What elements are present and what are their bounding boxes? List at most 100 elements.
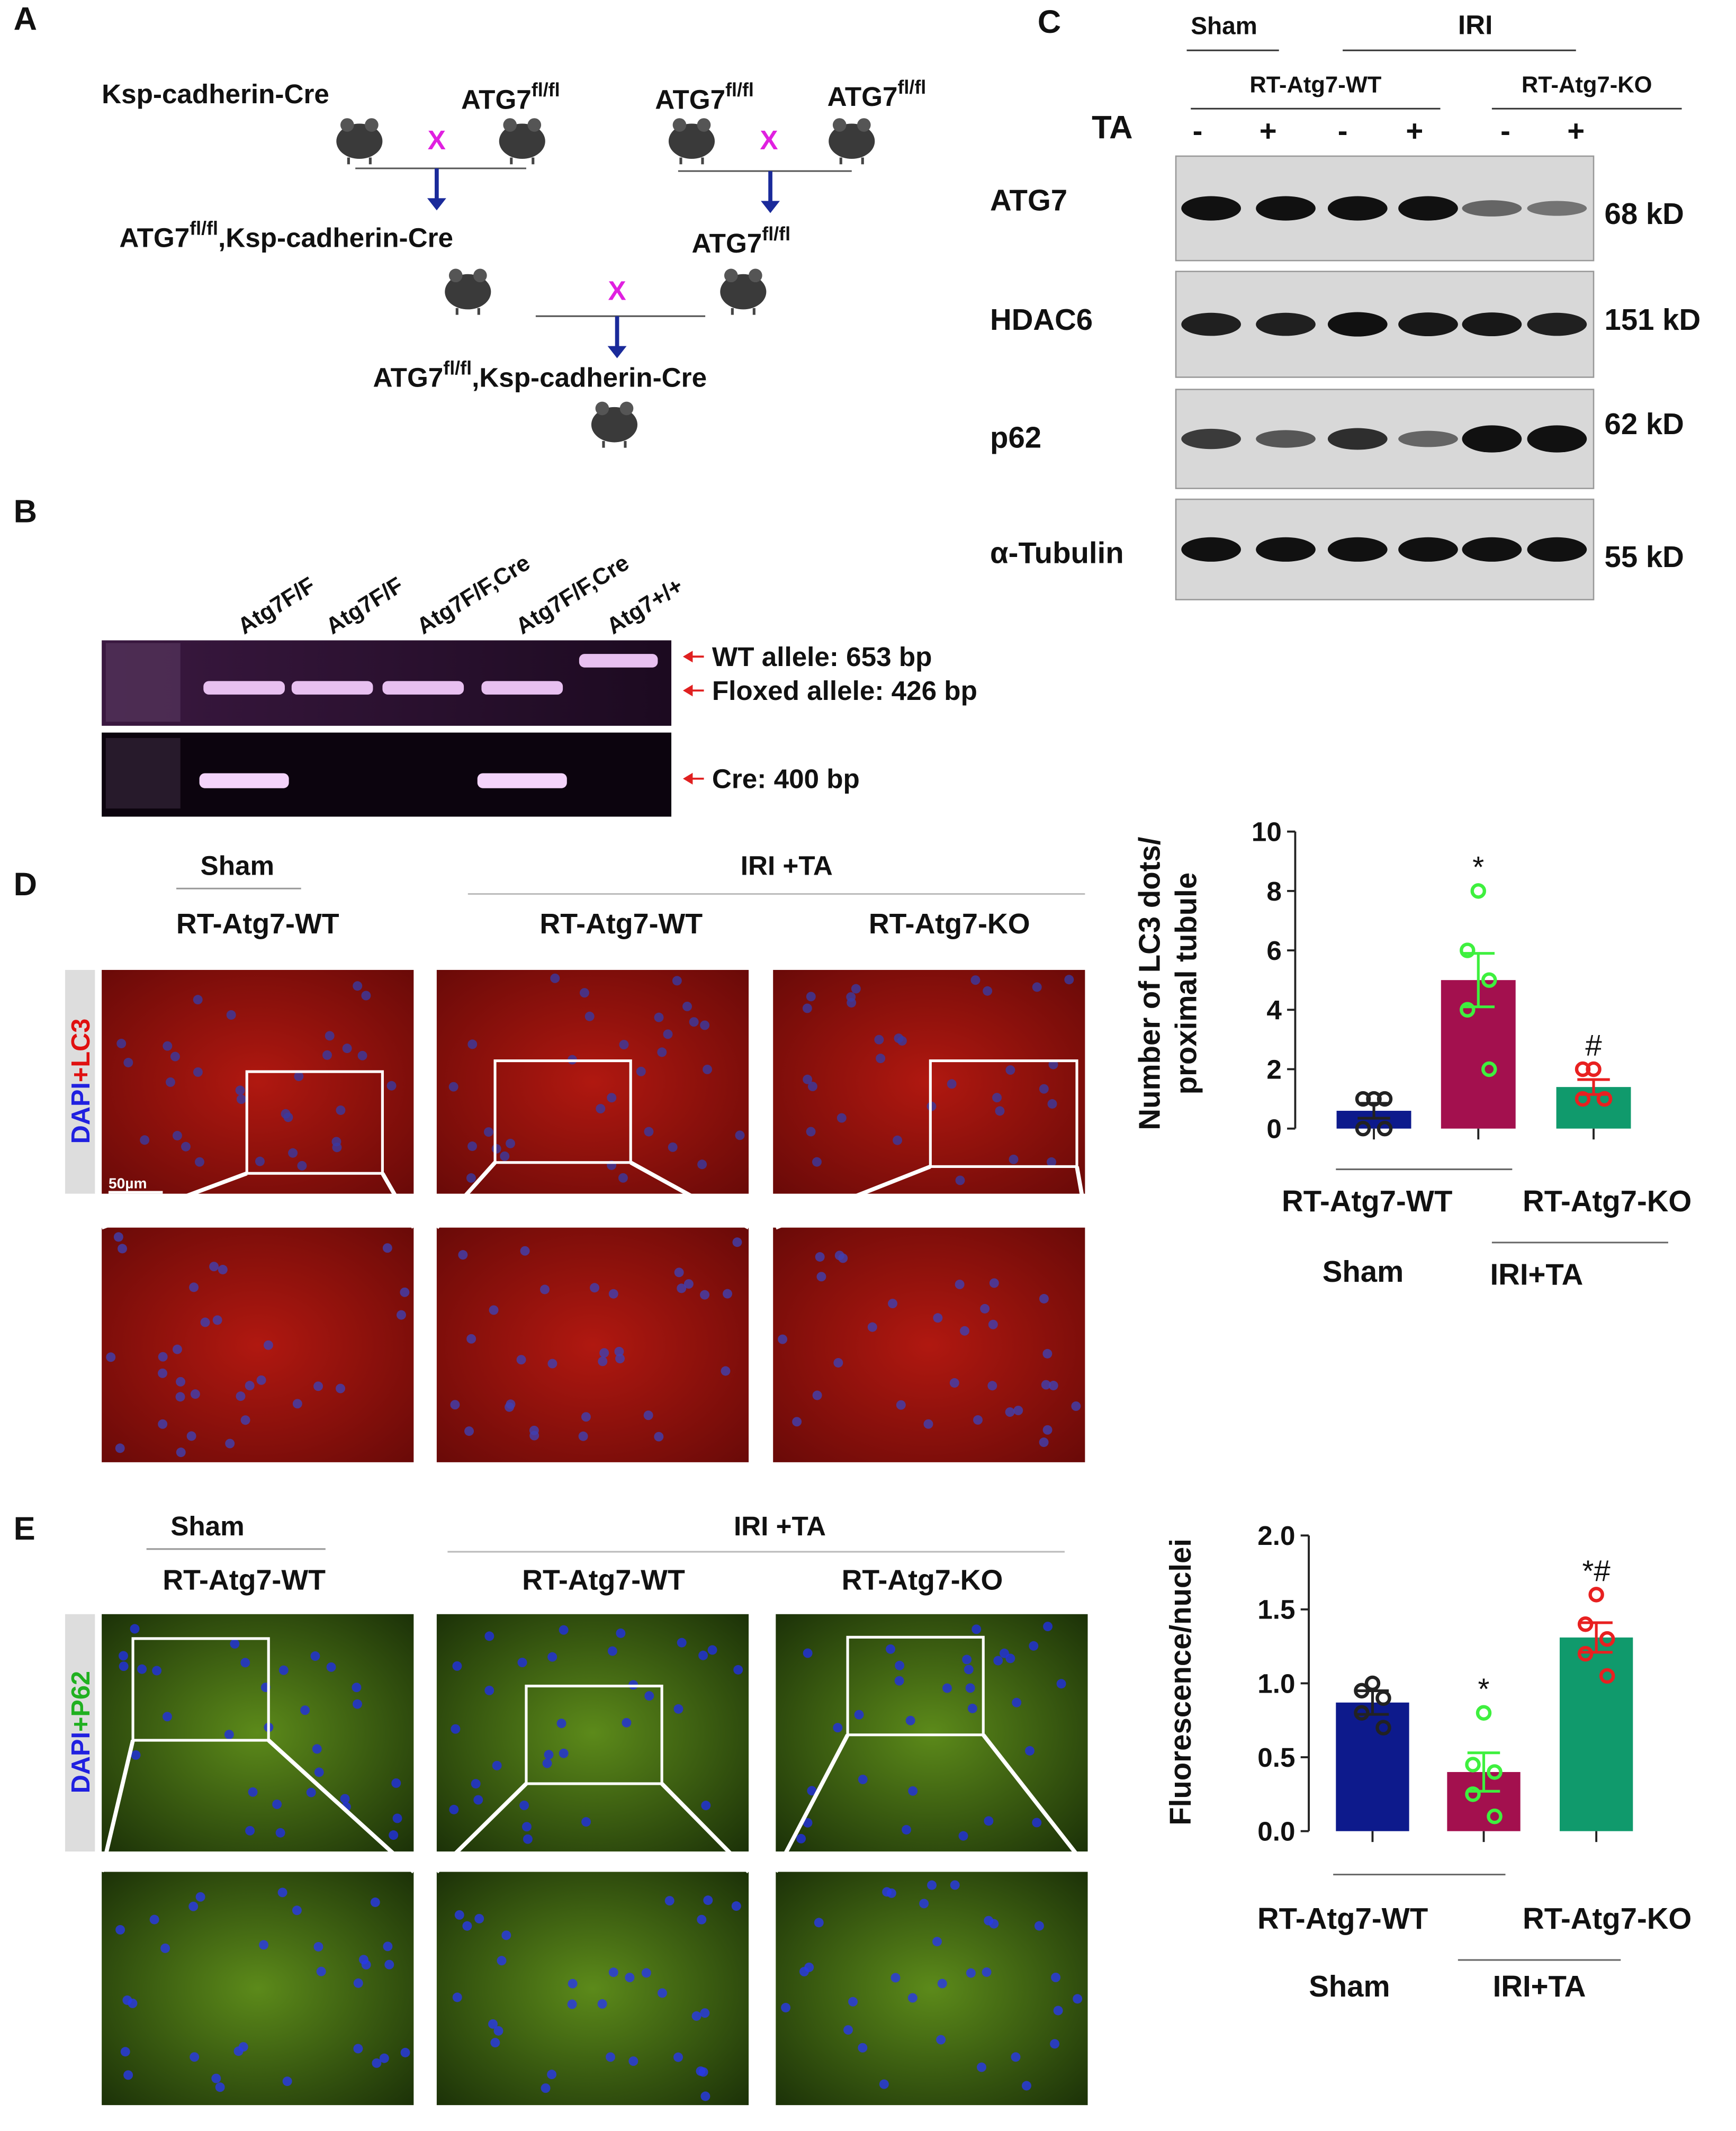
nucleus (607, 1646, 617, 1656)
nucleus (292, 1905, 302, 1916)
nucleus (803, 1074, 813, 1084)
nucleus (130, 1624, 140, 1634)
mouse-icon (668, 118, 715, 165)
zoom-line (435, 1782, 528, 1874)
nucleus (618, 1173, 628, 1183)
significance: *# (1582, 1554, 1611, 1587)
nucleus (1034, 1921, 1044, 1931)
red-arrow (682, 685, 704, 697)
nucleus (462, 1921, 472, 1931)
nucleus (316, 1966, 326, 1976)
nucleus (894, 1033, 904, 1044)
nucleus (449, 1804, 459, 1814)
stain-dapi: DAPI (67, 1082, 95, 1144)
treatment-sign: + (1567, 114, 1585, 148)
nucleus (993, 1656, 1003, 1666)
bar (1559, 1637, 1633, 1831)
cross: X (428, 125, 446, 155)
blot-band (1398, 312, 1458, 336)
label: IRI (1458, 10, 1492, 40)
nucleus (248, 1787, 258, 1797)
nucleus (616, 1628, 626, 1638)
nucleus (814, 1918, 824, 1928)
nucleus (383, 1941, 393, 1952)
nucleus (955, 1279, 965, 1289)
lane-label: Atg7F/F (233, 572, 320, 640)
nucleus (520, 1246, 530, 1256)
label: IRI +TA (734, 1511, 826, 1541)
error-bar (1462, 952, 1495, 1009)
nucleus (212, 1315, 222, 1325)
nucleus (908, 1786, 918, 1796)
nucleus (1041, 1380, 1051, 1390)
micrograph (436, 1614, 749, 1852)
nucleus (314, 1767, 324, 1777)
nucleus (283, 1112, 293, 1122)
nucleus (867, 1322, 877, 1332)
zoom-box (245, 1070, 384, 1175)
blot-band (1256, 537, 1316, 562)
nucleus (636, 1066, 646, 1076)
nucleus (172, 1131, 182, 1140)
nucleus (803, 1648, 813, 1658)
nucleus (608, 1289, 618, 1299)
nucleus (1050, 2039, 1060, 2049)
nucleus (158, 1368, 167, 1378)
data-point (1476, 1705, 1492, 1721)
nucleus (128, 1998, 138, 2008)
nucleus (336, 1383, 345, 1393)
nucleus (352, 1683, 362, 1693)
blot-band (1181, 428, 1241, 449)
label: p62 (990, 421, 1041, 454)
zoom-box (929, 1059, 1078, 1168)
nucleus (233, 2046, 244, 2056)
nucleus (700, 1290, 710, 1300)
nucleus (1005, 1407, 1015, 1417)
micrograph (773, 1227, 1085, 1462)
y-tick-label: 8 (1266, 876, 1282, 906)
nucleus (484, 1631, 494, 1641)
nucleus (547, 1359, 557, 1369)
nucleus (106, 1352, 116, 1362)
nucleus (696, 2066, 706, 2076)
nucleus (683, 1279, 694, 1289)
nucleus (131, 1750, 141, 1760)
significance: * (1472, 850, 1484, 884)
nucleus (606, 2052, 616, 2062)
nucleus (987, 1381, 997, 1391)
label: 62 kD (1605, 407, 1684, 440)
superscript: fl/fl (725, 79, 754, 101)
data-point (1375, 1720, 1391, 1736)
x-group-label: IRI+TA (1493, 1970, 1586, 2003)
nucleus (874, 1035, 884, 1045)
nucleus (1073, 1994, 1083, 2004)
blot-band (1527, 537, 1587, 562)
zoom-box (846, 1635, 985, 1737)
arrow-head (427, 198, 446, 211)
micrograph (436, 969, 749, 1194)
mouse-ear (697, 118, 711, 132)
nucleus (984, 1816, 994, 1826)
stain-marker: +P62 (67, 1671, 95, 1732)
data-point (1588, 1587, 1604, 1603)
nucleus (972, 1624, 982, 1634)
mouse-ear (595, 401, 609, 416)
nucleus (858, 1774, 868, 1784)
nucleus (123, 1058, 133, 1067)
data-point (1575, 1061, 1591, 1077)
stain-label: DAPI+P62 (67, 1671, 95, 1793)
nucleus (848, 1997, 858, 2007)
zoom-box (525, 1684, 663, 1785)
nucleus (294, 1072, 304, 1081)
mouse-ear (724, 268, 738, 283)
nucleus (190, 2052, 200, 2062)
superscript: fl/fl (532, 79, 560, 101)
nucleus (1048, 1381, 1058, 1390)
mouse-body (336, 123, 383, 159)
y-tick-label: 4 (1266, 995, 1282, 1025)
arrow-head (607, 346, 627, 358)
red-arrow (682, 651, 704, 663)
label: IRI +TA (741, 851, 833, 881)
